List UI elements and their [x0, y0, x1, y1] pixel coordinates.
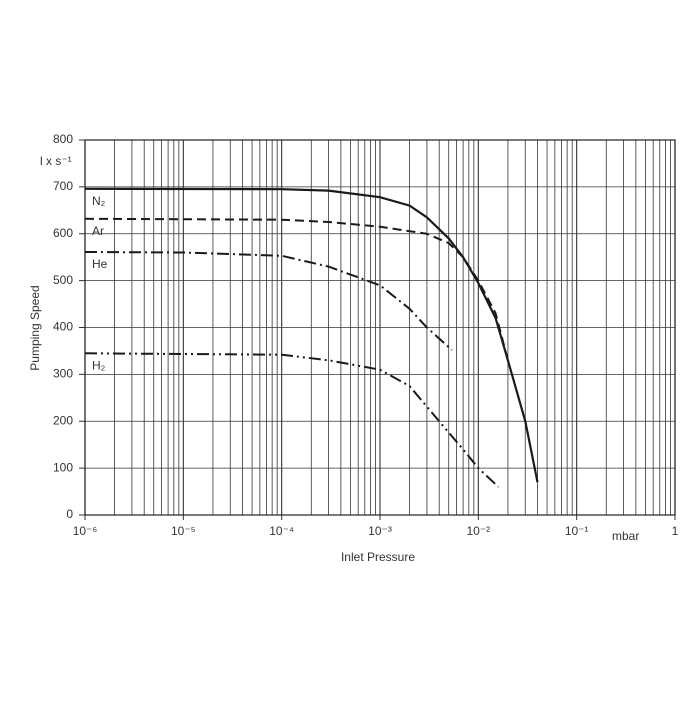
y-tick-label: 500 [53, 273, 73, 287]
plot-frame [84, 139, 676, 516]
x-tick-label: 10⁻¹ [565, 524, 589, 538]
y-axis-title: Pumping Speed [28, 285, 42, 370]
legend-label: Ar [92, 224, 104, 238]
x-tick-label: 1 [672, 524, 679, 538]
y-tick-label: 0 [66, 507, 73, 521]
x-tick-label: 10⁻⁶ [73, 524, 98, 538]
x-tick-label: 10⁻³ [368, 524, 392, 538]
series-line [84, 352, 500, 488]
y-tick-label: 800 [53, 132, 73, 146]
series-line [84, 251, 453, 351]
x-tick-label: 10⁻⁴ [269, 524, 294, 538]
y-unit: l x s⁻¹ [40, 154, 72, 168]
y-tick-label: 100 [53, 460, 73, 474]
y-tick-label: 400 [53, 320, 73, 334]
x-unit: mbar [612, 529, 639, 543]
y-tick-label: 300 [53, 367, 73, 381]
series-line [84, 187, 539, 483]
series-line [84, 217, 509, 361]
x-axis-title: Inlet Pressure [341, 550, 415, 564]
x-tick-label: 10⁻² [466, 524, 490, 538]
y-tick-label: 700 [53, 179, 73, 193]
x-tick-label: 10⁻⁵ [171, 524, 196, 538]
legend-label: N₂ [92, 194, 106, 208]
y-tick-label: 200 [53, 413, 73, 427]
legend-label: He [92, 257, 108, 271]
legend-label: H₂ [92, 358, 106, 372]
y-tick-label: 600 [53, 226, 73, 240]
